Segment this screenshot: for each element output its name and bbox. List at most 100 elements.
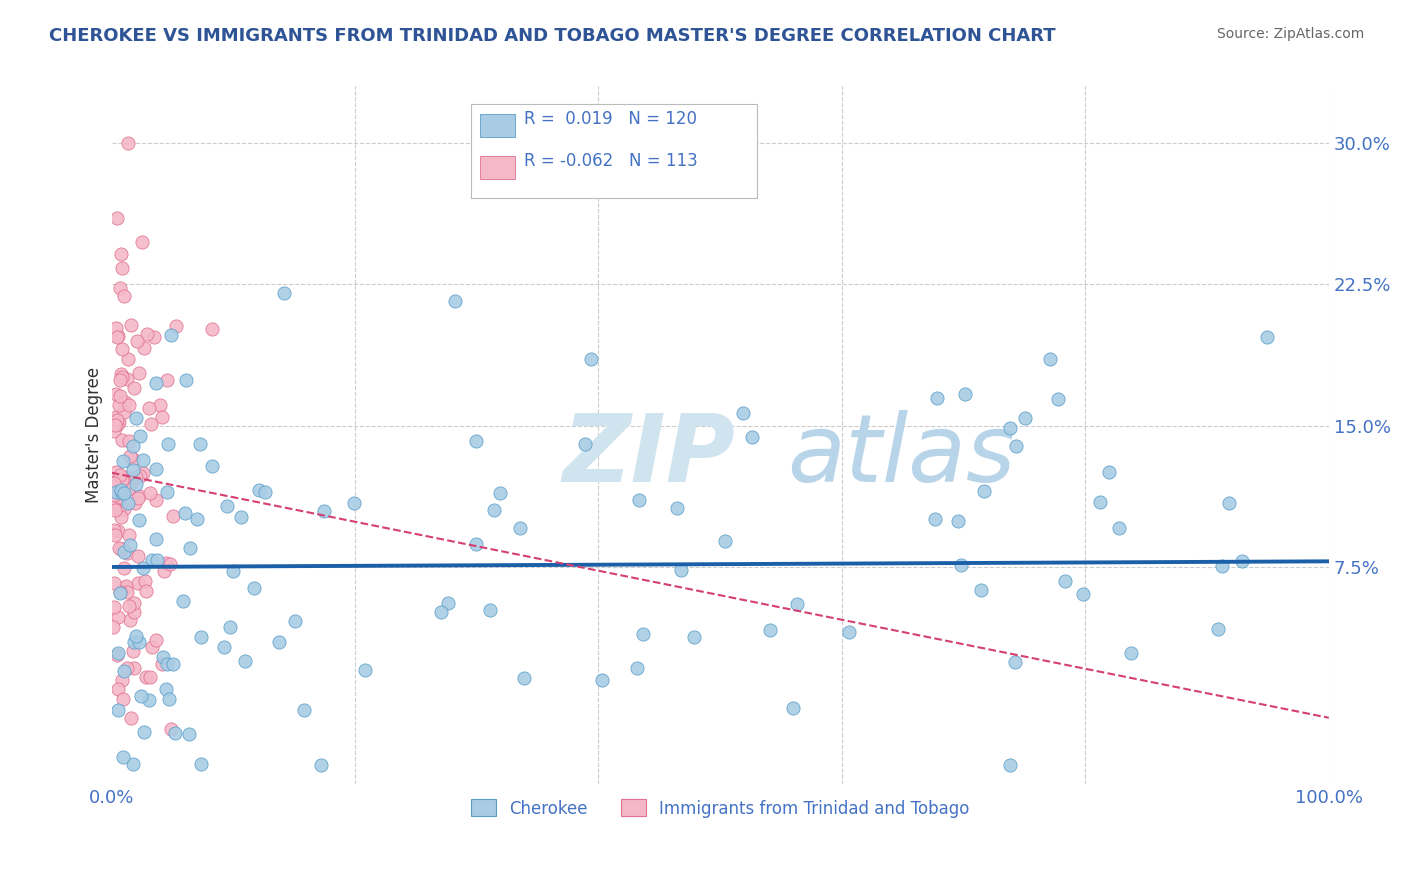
Point [145, 532, 167, 546]
Point [924, 512, 946, 526]
Point [122, 661, 145, 675]
Point [107, 703, 129, 717]
Point [135, 584, 157, 599]
Point [128, 489, 150, 503]
Point [105, 211, 128, 225]
Point [143, 330, 166, 344]
Point [591, 673, 613, 687]
Point [509, 521, 531, 535]
Point [247, 483, 270, 498]
Point [145, 492, 167, 507]
Point [141, 553, 163, 567]
Point [110, 499, 132, 513]
Point [465, 537, 488, 551]
Point [314, 504, 336, 518]
Point [160, 723, 183, 737]
Point [157, 436, 180, 450]
Point [998, 421, 1021, 435]
Point [139, 670, 162, 684]
Point [103, 476, 125, 491]
Point [127, 334, 149, 349]
Point [1004, 655, 1026, 669]
Point [157, 692, 180, 706]
Point [117, 496, 139, 510]
Text: ZIP: ZIP [562, 410, 735, 502]
Point [683, 630, 706, 644]
FancyBboxPatch shape [471, 103, 756, 198]
Point [105, 485, 128, 500]
Point [115, 585, 138, 599]
Point [1053, 574, 1076, 588]
Point [190, 631, 212, 645]
Point [124, 634, 146, 648]
Point [488, 486, 510, 500]
Point [103, 424, 125, 438]
Point [112, 486, 135, 500]
Point [139, 486, 162, 500]
Point [104, 417, 127, 432]
Point [141, 417, 163, 432]
Point [1073, 586, 1095, 600]
Point [430, 605, 453, 619]
Point [1121, 646, 1143, 660]
Point [172, 594, 194, 608]
Point [115, 546, 138, 560]
Point [103, 487, 125, 501]
Point [111, 673, 134, 687]
Point [107, 610, 129, 624]
Point [127, 491, 149, 506]
Point [118, 599, 141, 613]
Point [111, 541, 134, 556]
Point [122, 439, 145, 453]
Point [179, 541, 201, 555]
Point [103, 599, 125, 614]
Point [105, 413, 128, 427]
Point [155, 556, 177, 570]
Point [1014, 410, 1036, 425]
Point [464, 434, 486, 448]
Point [110, 586, 132, 600]
Point [112, 692, 135, 706]
Text: CHEROKEE VS IMMIGRANTS FROM TRINIDAD AND TOBAGO MASTER'S DEGREE CORRELATION CHAR: CHEROKEE VS IMMIGRANTS FROM TRINIDAD AND… [49, 27, 1056, 45]
Point [110, 389, 132, 403]
Legend: Cherokee, Immigrants from Trinidad and Tobago: Cherokee, Immigrants from Trinidad and T… [464, 793, 976, 824]
Point [115, 470, 138, 484]
Text: R =  0.019   N = 120: R = 0.019 N = 120 [524, 110, 697, 128]
Point [124, 470, 146, 484]
Point [110, 483, 132, 498]
Point [201, 458, 224, 473]
Point [713, 534, 735, 549]
Point [215, 499, 238, 513]
Point [104, 502, 127, 516]
Point [1046, 392, 1069, 406]
FancyBboxPatch shape [481, 114, 515, 137]
Point [121, 475, 143, 489]
Point [120, 614, 142, 628]
Point [110, 247, 132, 261]
Point [120, 449, 142, 463]
Point [153, 564, 176, 578]
Point [105, 417, 128, 432]
Point [112, 502, 135, 516]
Point [156, 373, 179, 387]
Point [103, 620, 125, 634]
Point [111, 474, 134, 488]
Point [1039, 352, 1062, 367]
Point [633, 627, 655, 641]
Point [122, 381, 145, 395]
Point [177, 727, 200, 741]
Point [1256, 329, 1278, 343]
Point [212, 640, 235, 654]
Point [107, 524, 129, 538]
Point [138, 692, 160, 706]
Point [838, 624, 860, 639]
Point [120, 538, 142, 552]
Point [124, 605, 146, 619]
Point [131, 235, 153, 250]
Y-axis label: Master's Degree: Master's Degree [86, 367, 103, 503]
Point [155, 681, 177, 696]
Text: Source: ZipAtlas.com: Source: ZipAtlas.com [1216, 27, 1364, 41]
Point [1088, 495, 1111, 509]
Point [103, 500, 125, 514]
Point [165, 726, 187, 740]
